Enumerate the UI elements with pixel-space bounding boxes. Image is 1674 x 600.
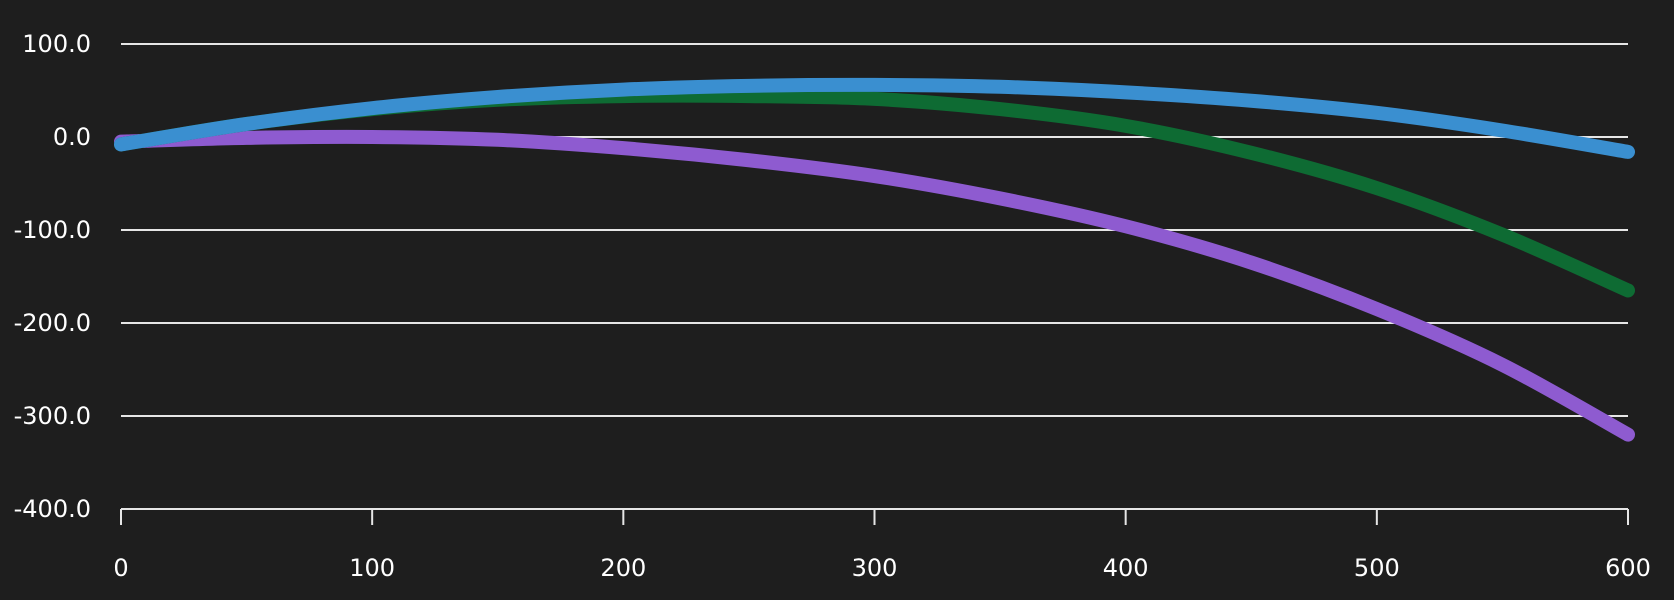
x-tick-label: 200 [600,554,646,582]
y-tick-label: -200.0 [14,309,91,337]
x-tick-label: 100 [349,554,395,582]
x-tick-label: 400 [1103,554,1149,582]
series-line-1 [114,129,1635,442]
y-tick-label: 100.0 [22,30,91,58]
y-tick-label: -100.0 [14,216,91,244]
x-tick-label: 300 [852,554,898,582]
series-layer [114,77,1635,442]
x-tick-label: 500 [1354,554,1400,582]
series-line-3 [114,77,1635,159]
tick-label-layer: 100.0 0.0 -100.0 -200.0 -300.0 -400.0 0 100 200 3… [14,30,1651,582]
x-tick-label: 0 [113,554,128,582]
x-tick-label: 600 [1605,554,1651,582]
series-line-2 [114,88,1635,298]
y-tick-label: -400.0 [14,495,91,523]
y-tick-label: -300.0 [14,402,91,430]
y-tick-label: 0.0 [53,123,91,151]
axis-layer [120,508,1629,525]
